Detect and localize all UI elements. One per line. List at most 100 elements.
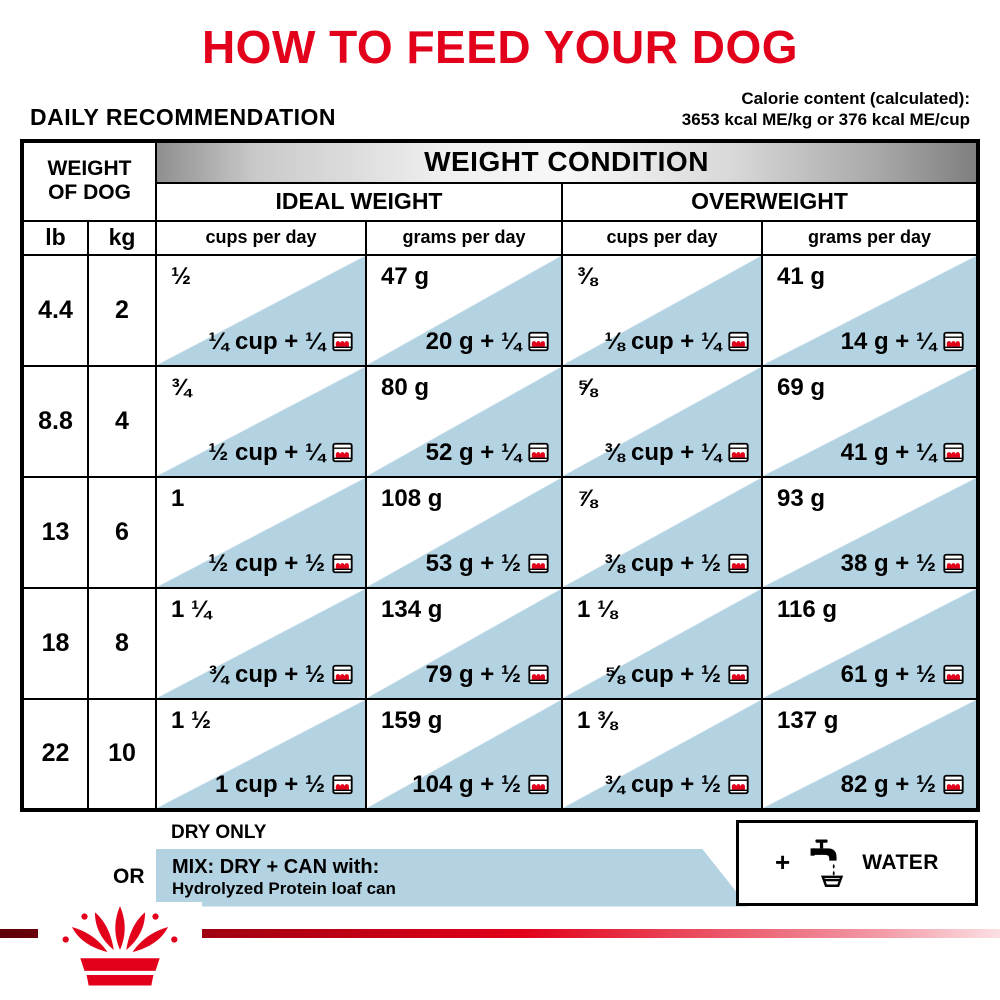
mix-value-text: ⅛ cup + ¼ <box>604 327 721 355</box>
page-title: HOW TO FEED YOUR DOG <box>201 21 799 73</box>
dry-only-value: 1 ¼ <box>171 595 212 623</box>
can-icon <box>527 330 550 353</box>
dry-only-value: 1 <box>171 484 185 512</box>
table-row: 13 6 1 ½ cup + ½ 108 g 53 g + ½ ⅞ ⅜ cup … <box>21 475 979 589</box>
cell-ideal-cups: ¾ ½ cup + ¼ <box>155 364 367 478</box>
dry-only-value: 93 g <box>777 484 826 512</box>
can-icon <box>727 663 750 686</box>
water-reminder: + WATER <box>736 819 978 906</box>
mix-value: ½ cup + ½ <box>208 550 354 578</box>
mix-value: 79 g + ½ <box>426 661 550 689</box>
cell-overweight-grams: 116 g 61 g + ½ <box>761 586 979 700</box>
mix-value-text: ½ cup + ½ <box>208 549 325 577</box>
dry-only-value: 159 g <box>381 706 443 734</box>
cell-ideal-grams: 80 g 52 g + ¼ <box>365 364 563 478</box>
can-icon <box>942 552 965 575</box>
water-label: WATER <box>862 850 939 874</box>
overweight-header: OVERWEIGHT <box>561 181 979 222</box>
weight-lb: 8.8 <box>21 364 89 478</box>
cell-ideal-grams: 134 g 79 g + ½ <box>365 586 563 700</box>
mix-value: ⅜ cup + ¼ <box>604 439 750 467</box>
can-icon <box>527 441 550 464</box>
weight-condition-header: WEIGHT CONDITION <box>155 139 979 184</box>
dry-only-value: 116 g <box>777 595 838 623</box>
mix-value-text: ⅜ cup + ¼ <box>604 438 721 466</box>
mix-value: ¾ cup + ½ <box>208 661 354 689</box>
lb-header: lb <box>21 219 89 256</box>
mix-value: ⅝ cup + ½ <box>604 661 750 689</box>
cell-overweight-grams: 41 g 14 g + ¼ <box>761 253 979 367</box>
weight-lb: 4.4 <box>21 253 89 367</box>
weight-kg: 10 <box>87 697 157 811</box>
dry-only-value: 80 g <box>381 373 430 401</box>
calorie-line-2: 3653 kcal ME/kg or 376 kcal ME/cup <box>681 110 970 130</box>
cell-overweight-cups: 1 ⅛ ⅝ cup + ½ <box>561 586 763 700</box>
mix-value-text: ¾ cup + ½ <box>208 660 325 688</box>
can-icon <box>942 663 965 686</box>
water-faucet-icon <box>810 838 844 887</box>
mix-value-text: 104 g + ½ <box>412 770 521 798</box>
cell-ideal-cups: 1 ½ 1 cup + ½ <box>155 697 367 811</box>
weight-kg: 6 <box>87 475 157 589</box>
weight-kg: 8 <box>87 586 157 700</box>
dry-only-value: 41 g <box>777 262 826 290</box>
mix-legend-subtitle: Hydrolyzed Protein loaf can <box>172 878 396 898</box>
can-icon <box>527 663 550 686</box>
calorie-line-1: Calorie content (calculated): <box>741 89 970 108</box>
mix-value-text: 38 g + ½ <box>840 549 936 577</box>
cell-overweight-cups: ⅜ ⅛ cup + ¼ <box>561 253 763 367</box>
mix-value-text: 82 g + ½ <box>840 770 936 798</box>
dry-only-value: 1 ⅛ <box>577 595 618 623</box>
can-icon <box>527 773 550 796</box>
overweight-grams-header: grams per day <box>761 219 979 256</box>
weight-kg: 2 <box>87 253 157 367</box>
mix-value-text: ½ cup + ¼ <box>208 438 325 466</box>
cell-ideal-grams: 159 g 104 g + ½ <box>365 697 563 811</box>
mix-legend-banner: MIX: DRY + CAN with: Hydrolyzed Protein … <box>156 849 748 907</box>
overweight-cups-header: cups per day <box>561 219 763 256</box>
can-icon <box>331 552 354 575</box>
mix-value-text: 20 g + ¼ <box>425 327 521 355</box>
table-row: 4.4 2 ½ ¼ cup + ¼ 47 g 20 g + ¼ ⅜ ⅛ cup … <box>21 253 979 367</box>
mix-legend-title: MIX: DRY + CAN with: <box>172 855 380 878</box>
ideal-weight-header: IDEAL WEIGHT <box>155 181 563 222</box>
mix-value-text: ¼ cup + ¼ <box>208 327 325 355</box>
dry-only-value: 137 g <box>777 706 839 734</box>
mix-value-text: 61 g + ½ <box>840 660 936 688</box>
dry-only-value: 1 ½ <box>171 706 212 734</box>
mix-value: 104 g + ½ <box>412 771 550 799</box>
can-icon <box>331 330 354 353</box>
mix-value-text: ⅝ cup + ½ <box>604 660 721 688</box>
cell-ideal-cups: ½ ¼ cup + ¼ <box>155 253 367 367</box>
dry-only-value: 69 g <box>777 373 826 401</box>
or-label: OR <box>113 864 145 888</box>
cell-ideal-cups: 1 ¼ ¾ cup + ½ <box>155 586 367 700</box>
dry-only-value: ¾ <box>171 373 192 401</box>
weight-lb: 22 <box>21 697 89 811</box>
mix-value-text: 14 g + ¼ <box>840 327 936 355</box>
mix-value: 1 cup + ½ <box>215 771 354 799</box>
dry-only-value: 47 g <box>381 262 430 290</box>
table-row: 18 8 1 ¼ ¾ cup + ½ 134 g 79 g + ½ 1 ⅛ ⅝ … <box>21 586 979 700</box>
dry-only-value: ⅞ <box>577 484 598 512</box>
can-icon <box>331 441 354 464</box>
table-row: 22 10 1 ½ 1 cup + ½ 159 g 104 g + ½ 1 ⅜ … <box>21 697 979 811</box>
mix-value: 20 g + ¼ <box>426 328 550 356</box>
mix-value: 14 g + ¼ <box>841 328 965 356</box>
mix-value-text: ⅜ cup + ½ <box>604 549 721 577</box>
mix-value: 82 g + ½ <box>841 771 965 799</box>
legend: OR DRY ONLY MIX: DRY + CAN with: Hydroly… <box>0 819 1000 913</box>
mix-value: ⅜ cup + ½ <box>604 550 750 578</box>
dry-only-value: 108 g <box>381 484 443 512</box>
can-icon <box>727 773 750 796</box>
mix-value: 61 g + ½ <box>841 661 965 689</box>
mix-value: 53 g + ½ <box>426 550 550 578</box>
cell-overweight-grams: 69 g 41 g + ¼ <box>761 364 979 478</box>
can-icon <box>727 441 750 464</box>
weight-of-dog-label: WEIGHT OF DOG <box>47 157 132 204</box>
dry-only-value: ⅝ <box>577 373 598 401</box>
can-icon <box>331 773 354 796</box>
subheader: DAILY RECOMMENDATION Calorie content (ca… <box>30 88 970 131</box>
cell-overweight-cups: 1 ⅜ ¾ cup + ½ <box>561 697 763 811</box>
